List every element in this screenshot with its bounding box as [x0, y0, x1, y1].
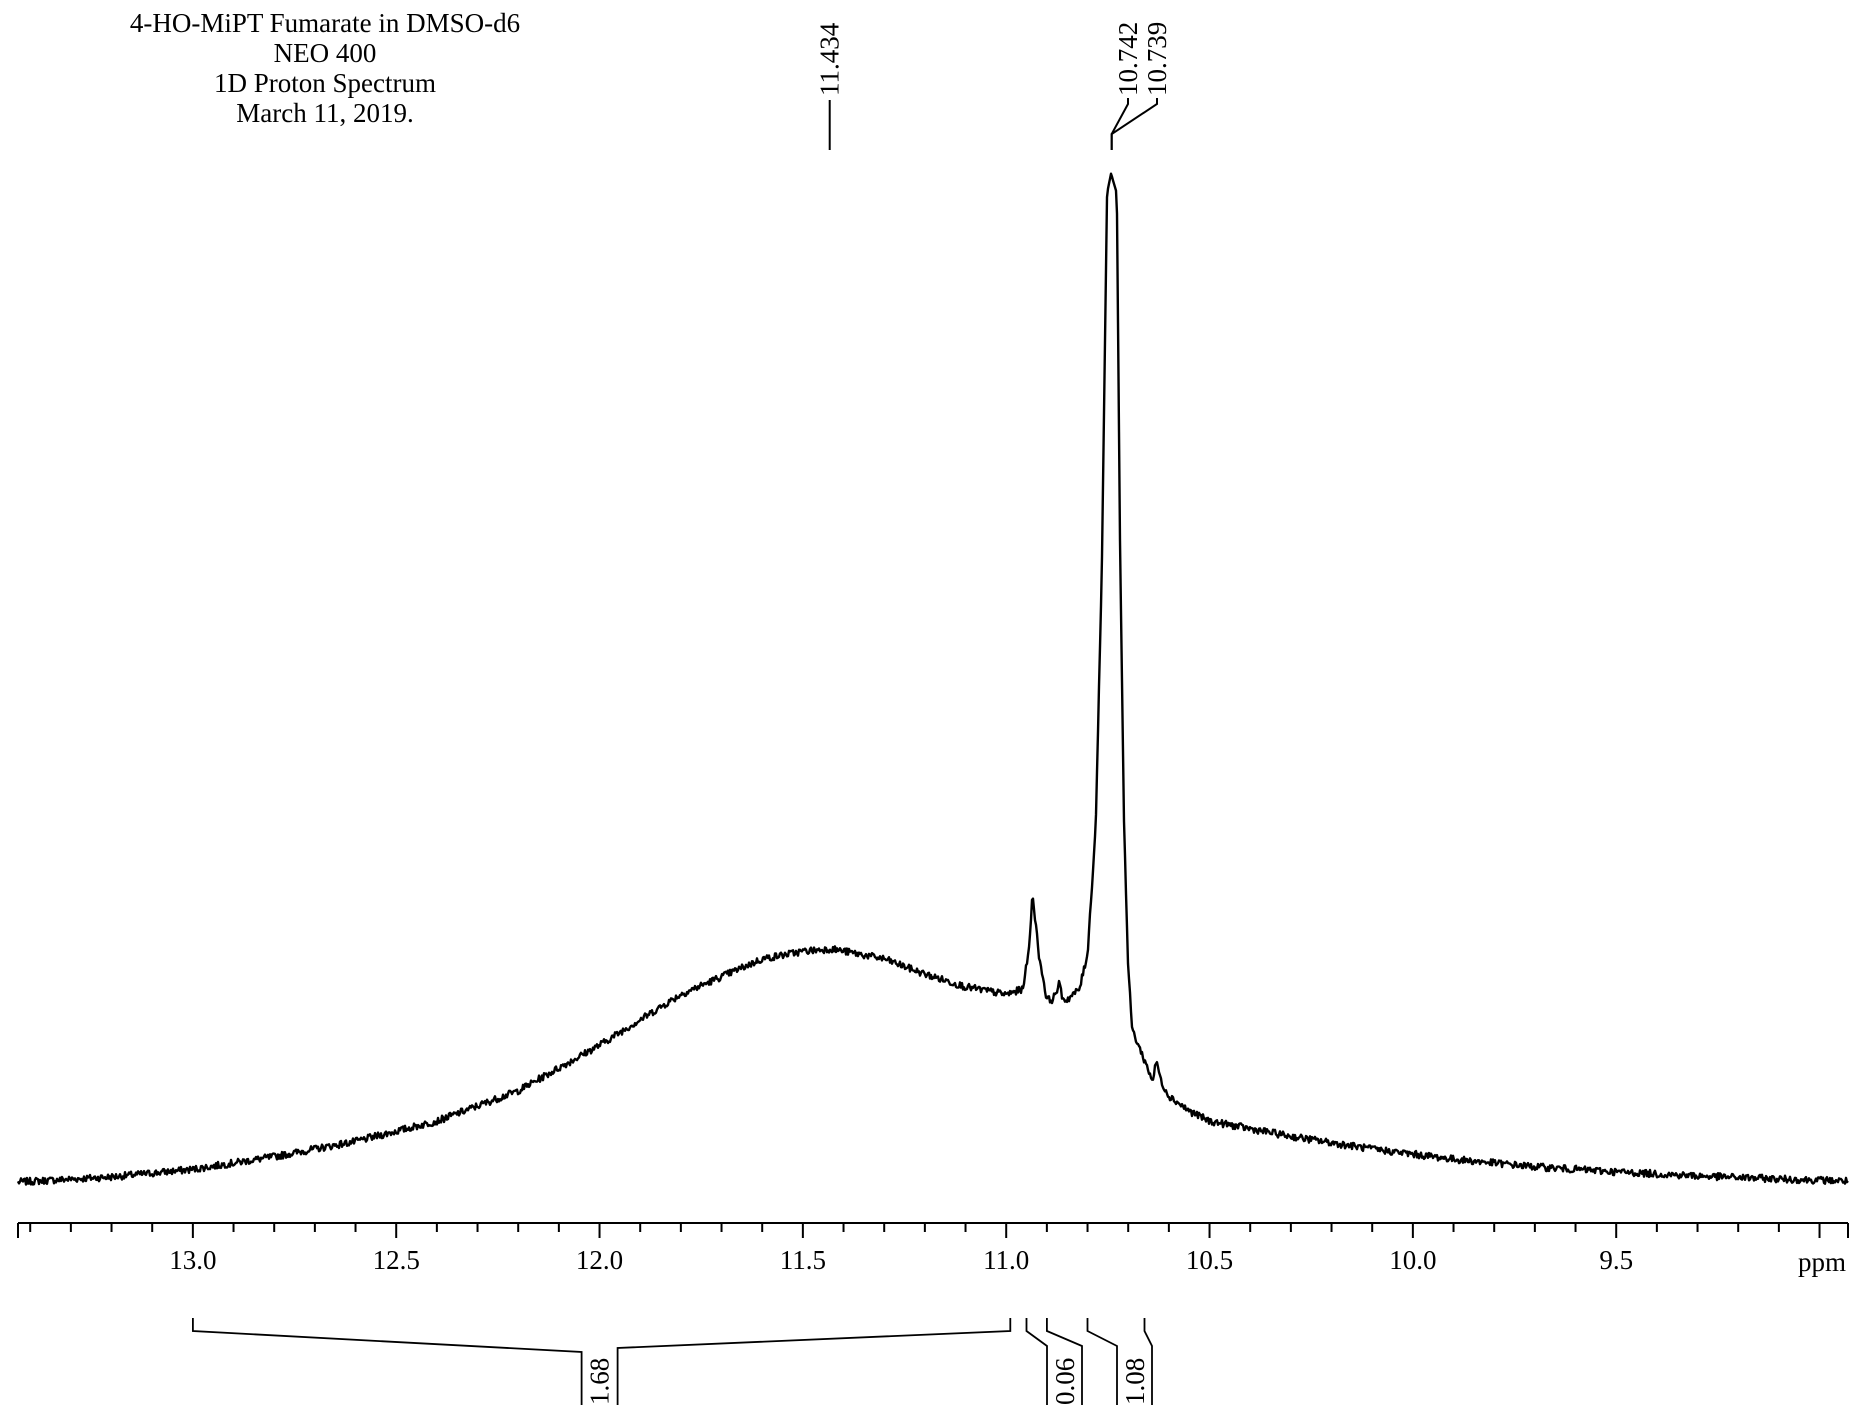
integral-bracket [1086, 1318, 1118, 1405]
title-line-compound: 4-HO-MiPT Fumarate in DMSO-d6 [129, 8, 521, 38]
integral-value: 1.68 [585, 1358, 615, 1405]
x-tick-label: 9.5 [1599, 1245, 1633, 1275]
integral-value: 1.08 [1120, 1358, 1150, 1405]
peak-marker-line [1110, 98, 1158, 150]
x-tick-label: 13.0 [169, 1245, 216, 1275]
spectrum-layer [16, 172, 1849, 1186]
integral-bracket [1025, 1318, 1048, 1405]
title-line-date: March 11, 2019. [236, 98, 414, 128]
integral-bracket [191, 1318, 583, 1405]
peak-label: 11.434 [815, 22, 845, 96]
spectrum-header: 4-HO-MiPT Fumarate in DMSO-d6 NEO 400 1D… [80, 8, 570, 128]
x-tick-label: 10.5 [1186, 1245, 1233, 1275]
peak-label: 10.742 [1113, 22, 1143, 96]
x-tick-label: 12.0 [576, 1245, 623, 1275]
title-line-experiment: 1D Proton Spectrum [214, 68, 436, 98]
x-axis-label: ppm [1798, 1247, 1846, 1277]
title-line-instrument: NEO 400 [273, 38, 377, 68]
peak-label: 10.739 [1142, 22, 1172, 96]
x-tick-label: 10.0 [1389, 1245, 1436, 1275]
x-tick-label: 11.0 [983, 1245, 1029, 1275]
integral-bracket [616, 1318, 1012, 1405]
peak-label-layer: 11.434 10.742 10.739 [815, 22, 1172, 150]
integral-bracket [1143, 1318, 1153, 1405]
integral-layer: 1.68 0.06 1.08 [191, 1318, 1153, 1405]
integral-value: 0.06 [1050, 1358, 1080, 1405]
x-tick-label: 11.5 [780, 1245, 826, 1275]
x-tick-label: 12.5 [373, 1245, 420, 1275]
spectrum-trace [16, 172, 1849, 1186]
integral-bracket [1046, 1318, 1083, 1405]
x-axis: 13.0 12.5 12.0 11.5 11.0 10.5 10.0 9.5 ppm [17, 1222, 1849, 1277]
